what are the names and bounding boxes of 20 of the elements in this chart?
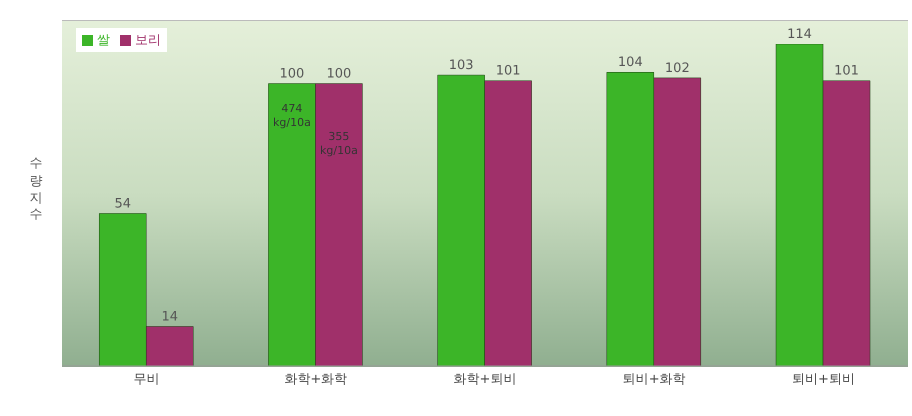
data-label: 103 (448, 58, 474, 74)
x-tick-label: 화학+화학 (284, 372, 348, 388)
data-label: 114 (787, 27, 812, 42)
x-tick-label: 무비 (134, 372, 160, 388)
data-label: 101 (834, 64, 859, 79)
x-tick-label: 퇴비+퇴비 (792, 372, 855, 388)
legend-label: 보리 (135, 32, 161, 49)
data-label: 14 (161, 309, 178, 324)
data-label: 101 (496, 64, 521, 79)
data-label: 104 (618, 55, 643, 70)
data-label: 102 (664, 60, 690, 76)
annotation: 474 kg/10a (273, 102, 311, 129)
data-label: 54 (114, 196, 131, 212)
y-axis-title: 수량지수 (27, 148, 44, 216)
annotation: 355 kg/10a (320, 130, 358, 158)
x-tick-label: 화학+퇴비 (454, 372, 516, 388)
data-label: 100 (326, 66, 352, 82)
x-tick-label: 퇴비+화학 (622, 372, 686, 388)
text: 쌀 (97, 32, 110, 49)
data-label: 100 (280, 66, 304, 82)
